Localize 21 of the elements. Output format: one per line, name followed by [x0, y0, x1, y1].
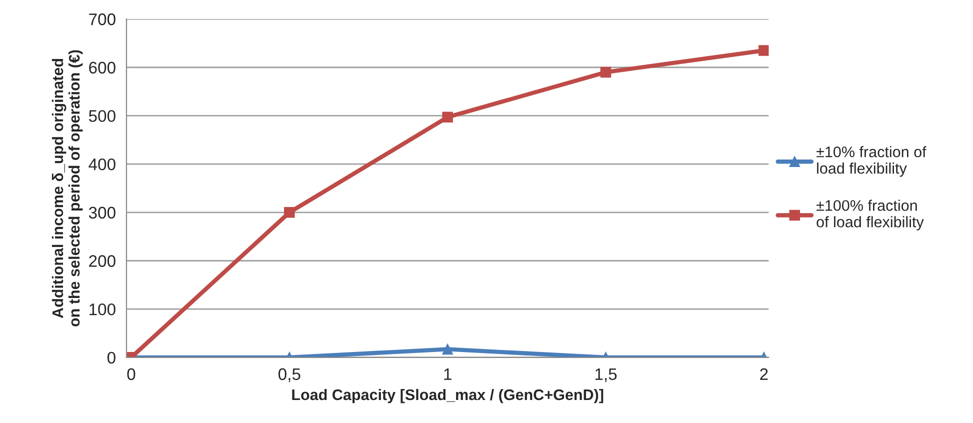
point [284, 207, 295, 218]
legend-label: ±100% fraction of load flexibility [816, 200, 924, 230]
y-tick-label: 600 [89, 62, 116, 74]
point [758, 45, 769, 56]
y-tick-label: 700 [89, 13, 116, 26]
legend-label: ±10% fraction of load flexibility [816, 146, 926, 177]
y-axis-title: Additional income δ_upd originated on the selected period of operation (€) [52, 50, 83, 326]
y-tick-label: 100 [90, 303, 116, 316]
y-tick-label: 0 [107, 352, 116, 364]
y-tick-label: 500 [88, 110, 116, 122]
x-tick-label: 1 [444, 368, 452, 380]
x-axis-title: Load Capacity [Sload_max / (GenC+GenD)] [292, 388, 604, 404]
x-tick-label: 0 [127, 368, 136, 380]
y-tick-label: 300 [88, 206, 116, 219]
y-tick-label: 200 [89, 255, 116, 267]
point [442, 112, 453, 123]
x-tick-label: 2 [760, 368, 768, 380]
x-tick-label: 0,5 [278, 368, 300, 382]
point [600, 66, 612, 78]
x-tick-label: 1,5 [595, 368, 617, 382]
y-tick-label: 400 [88, 158, 116, 170]
